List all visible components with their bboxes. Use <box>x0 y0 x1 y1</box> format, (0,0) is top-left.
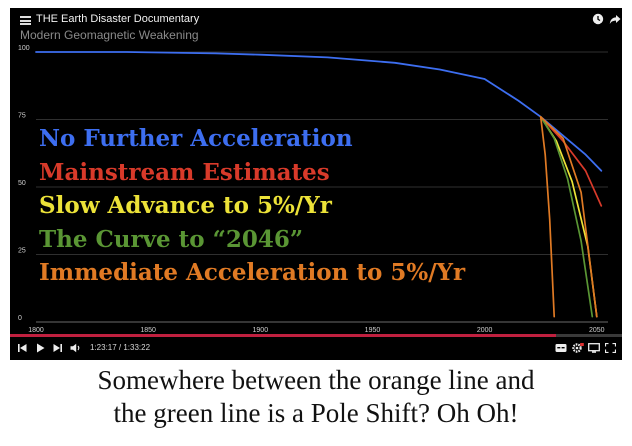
legend-entry: The Curve to “2046” <box>39 225 304 253</box>
series-line-5 <box>539 115 598 318</box>
progress-bar-fill <box>10 334 556 337</box>
watch-later-clock-icon[interactable] <box>592 13 604 25</box>
next-icon[interactable] <box>53 343 62 353</box>
legend-entry: No Further Acceleration <box>39 125 353 152</box>
video-top-bar: THE Earth Disaster Documentary Modern Ge… <box>10 8 622 48</box>
y-tick-label: 25 <box>18 248 26 255</box>
legend-entry: Immediate Acceleration to 5%/Yr <box>39 259 466 286</box>
cast-tv-icon[interactable] <box>588 343 600 353</box>
settings-gear-icon[interactable] <box>571 343 584 353</box>
playlist-menu-icon[interactable] <box>20 16 31 25</box>
y-tick-label: 100 <box>18 45 30 52</box>
y-tick-label: 75 <box>18 113 26 120</box>
progress-bar[interactable] <box>10 334 622 337</box>
legend-entry: Mainstream Estimates <box>39 158 330 186</box>
share-arrow-icon[interactable] <box>609 13 621 25</box>
caption-line-1: Somewhere between the orange line and <box>97 365 535 395</box>
fullscreen-icon[interactable] <box>605 343 616 353</box>
x-tick-label: 1950 <box>365 327 381 334</box>
legend-entry: Slow Advance to 5%/Yr <box>39 192 332 219</box>
chart-title: Modern Geomagnetic Weakening <box>20 28 199 42</box>
x-tick-label: 2000 <box>477 327 493 334</box>
play-icon[interactable] <box>36 343 45 353</box>
caption-line-2: the green line is a Pole Shift? Oh Oh! <box>113 398 519 428</box>
video-controls: 1:23:17 / 1:33:22 <box>10 334 622 360</box>
series-line-0 <box>35 51 603 172</box>
x-tick-label: 1900 <box>253 327 269 334</box>
x-tick-label: 2050 <box>589 327 605 334</box>
previous-icon[interactable] <box>18 343 27 353</box>
line-chart: 0 25 50 75 100 1800 1850 1900 1950 2000 2050 <box>18 45 608 334</box>
subtitles-cc-icon[interactable] <box>555 343 567 353</box>
video-title[interactable]: THE Earth Disaster Documentary <box>36 13 200 25</box>
caption-text: Somewhere between the orange line and th… <box>0 364 632 430</box>
y-tick-label: 50 <box>18 180 26 187</box>
series-line-3 <box>539 115 594 318</box>
chart-legend: No Further Acceleration Mainstream Estima… <box>39 122 465 290</box>
series-line-4 <box>539 115 556 318</box>
volume-icon[interactable] <box>70 343 82 353</box>
time-display: 1:23:17 / 1:33:22 <box>90 343 151 352</box>
x-tick-label: 1800 <box>28 327 44 334</box>
y-tick-label: 0 <box>18 315 22 322</box>
video-player[interactable]: 0 25 50 75 100 1800 1850 1900 1950 2000 2050 THE E… <box>10 8 622 360</box>
series-line-1 <box>539 115 603 207</box>
x-tick-label: 1850 <box>140 327 156 334</box>
